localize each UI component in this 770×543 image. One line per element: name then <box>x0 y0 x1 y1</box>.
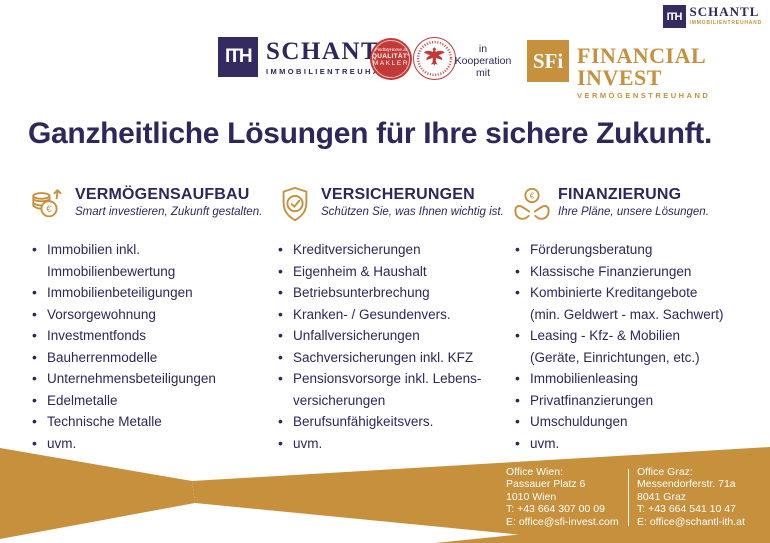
financial-invest-wordmark: FINANCIAL INVEST <box>577 43 705 90</box>
versicherungen-list: KreditversicherungenEigenheim & Haushalt… <box>278 239 518 454</box>
page-title: Ganzheitliche Lösungen für Ihre sichere … <box>28 117 713 150</box>
list-item: Technische Metalle <box>32 411 272 433</box>
list-item: Förderungsberatung <box>515 239 755 261</box>
ith-logo-icon: ITH <box>662 5 686 28</box>
column-subtitle: Schützen Sie, was Ihnen wichtig ist. <box>321 206 504 218</box>
cooperation-text: in Kooperation mit <box>454 43 512 79</box>
ith-logo-icon: ITH <box>218 37 258 77</box>
column-title: VERMÖGENSAUFBAU <box>75 186 250 203</box>
list-item: uvm. <box>32 433 272 455</box>
austria-eagle-seal-icon <box>413 37 456 80</box>
list-item: uvm. <box>515 433 755 455</box>
column-title: FINANZIERUNG <box>558 186 682 203</box>
column-subtitle: Smart investieren, Zukunft gestalten. <box>75 206 263 218</box>
list-item: Umschuldungen <box>515 411 755 433</box>
svg-text:€: € <box>530 191 535 201</box>
coins-growth-icon: € <box>32 189 62 218</box>
column-finanzierung: € FINANZIERUNG Ihre Pläne, unsere Lösung… <box>513 185 755 454</box>
list-item: Bauherrenmodelle <box>32 347 272 369</box>
mini-brand-logo: ITH SCHANTL IMMOBILIENTREUHAND <box>662 4 762 28</box>
office-wien-details: Passauer Platz 6 1010 Wien T: +43 664 30… <box>506 478 619 528</box>
schantl-subtitle: IMMOBILIENTREUHAND <box>266 67 397 76</box>
list-item: Edelmetalle <box>32 390 272 412</box>
column-vermoegensaufbau: € VERMÖGENSAUFBAU Smart investieren, Zuk… <box>30 185 272 454</box>
financial-invest-logo: FINANCIAL INVEST VERMÖGENSTREUHAND <box>577 43 770 101</box>
schantl-logo: ITH SCHANTL IMMOBILIENTREUHAND <box>218 37 397 77</box>
list-item: Immobilien inkl. Immobilienbewertung <box>32 239 272 282</box>
quality-makler-seal-icon: FindMyHome.at QUALITÄT° MAKLER <box>370 38 412 80</box>
list-item: Pensionsvorsorge inkl. Lebens- versicher… <box>278 368 518 411</box>
list-item: Berufsunfähigkeitsvers. <box>278 411 518 433</box>
financial-invest-subtitle: VERMÖGENSTREUHAND <box>577 91 711 100</box>
office-wien-block: Office Wien: Passauer Platz 6 1010 Wien … <box>506 466 619 528</box>
hands-coin-icon: € <box>514 187 550 220</box>
list-item: Klassische Finanzierungen <box>515 261 755 283</box>
footer-divider <box>628 469 630 526</box>
list-item: Unternehmensbeteiligungen <box>32 368 272 390</box>
list-item: uvm. <box>278 433 518 455</box>
list-item: Kranken- / Gesundenvers. <box>278 304 518 326</box>
list-item: Eigenheim & Haushalt <box>278 261 518 283</box>
mini-brand-subtitle: IMMOBILIENTREUHAND <box>689 20 762 26</box>
list-item: Kombinierte Kreditangebote (min. Geldwer… <box>515 282 755 325</box>
list-item: Investmentfonds <box>32 325 272 347</box>
list-item: Sachversicherungen inkl. KFZ <box>278 347 518 369</box>
vermoegensaufbau-list: Immobilien inkl. ImmobilienbewertungImmo… <box>32 239 272 454</box>
list-item: Kreditversicherungen <box>278 239 518 261</box>
office-graz-block: Office Graz: Messendorferstr. 71a 8041 G… <box>637 466 745 528</box>
shield-check-icon <box>282 186 308 222</box>
list-item: Immobilienbeteiligungen <box>32 282 272 304</box>
list-item: Betriebsunterbrechung <box>278 282 518 304</box>
office-graz-title: Office Graz: <box>637 466 693 478</box>
office-graz-details: Messendorferstr. 71a 8041 Graz T: +43 66… <box>637 478 745 528</box>
list-item: Leasing - Kfz- & Mobilien (Geräte, Einri… <box>515 325 755 368</box>
list-item: Immobilienleasing <box>515 368 755 390</box>
column-title: VERSICHERUNGEN <box>321 186 475 203</box>
column-subtitle: Ihre Pläne, unsere Lösungen. <box>558 206 709 218</box>
list-item: Unfallversicherungen <box>278 325 518 347</box>
sfi-logo-icon: SFi <box>527 40 569 82</box>
mini-brand-name: SCHANTL <box>689 4 760 19</box>
finanzierung-list: FörderungsberatungKlassische Finanzierun… <box>515 239 755 454</box>
footer-ribbon <box>0 447 770 543</box>
svg-text:€: € <box>46 204 52 215</box>
list-item: Vorsorgewohnung <box>32 304 272 326</box>
column-versicherungen: VERSICHERUNGEN Schützen Sie, was Ihnen w… <box>276 185 518 454</box>
list-item: Privatfinanzierungen <box>515 390 755 412</box>
office-wien-title: Office Wien: <box>506 466 563 478</box>
